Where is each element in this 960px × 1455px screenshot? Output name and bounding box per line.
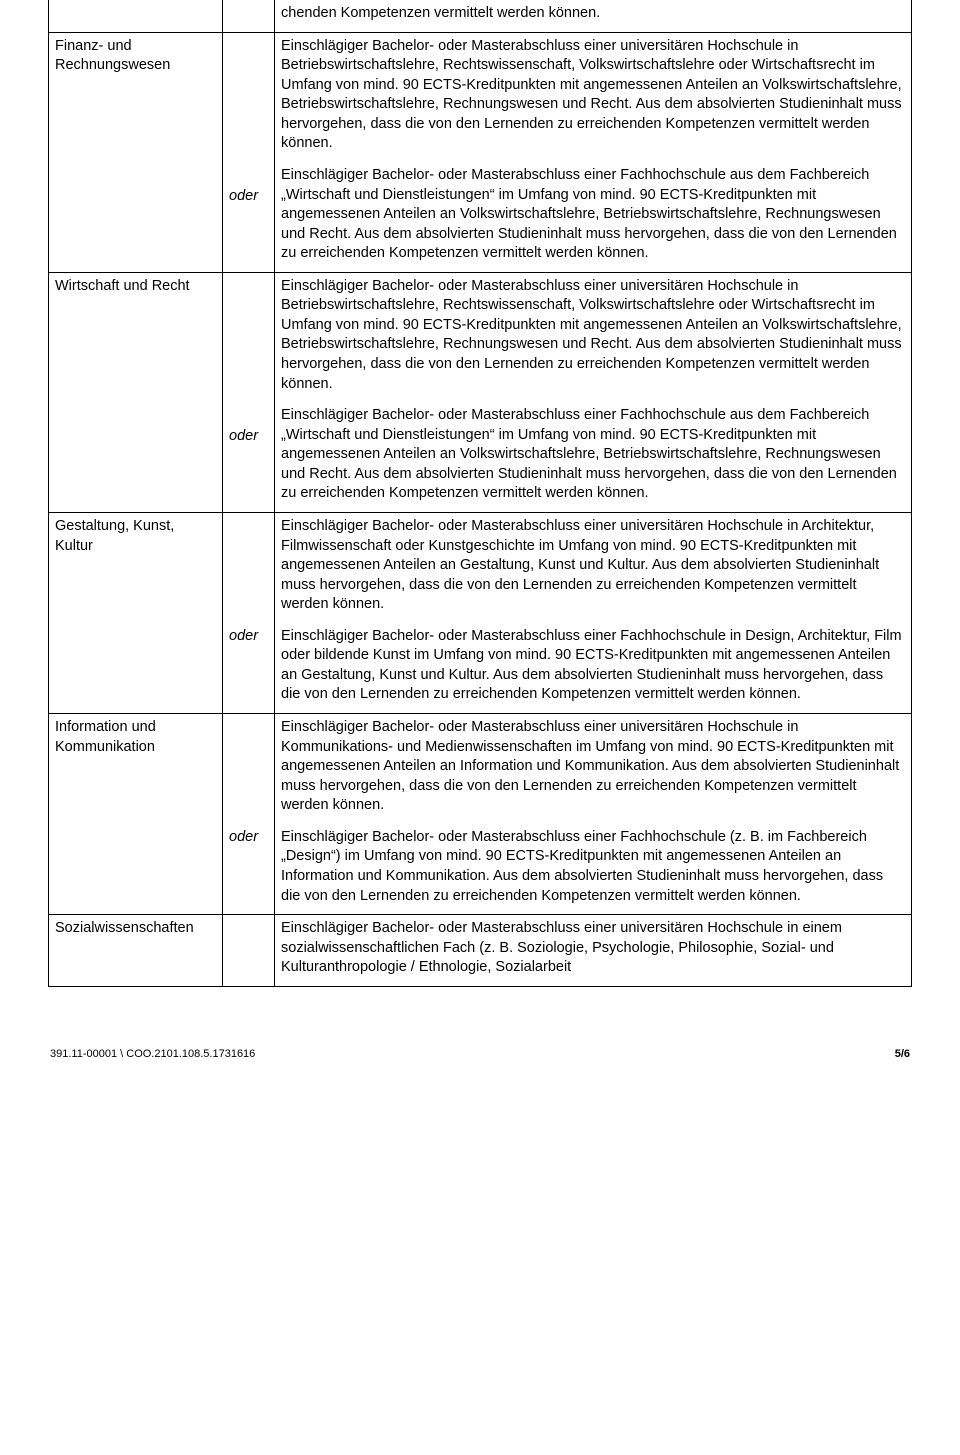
description-cell: Einschlägiger Bachelor- oder Masterabsch… [275,714,912,915]
oder-cell: oder [223,714,275,915]
table-row: Gestaltung, Kunst, Kultur oder Einschläg… [49,512,912,713]
table-row: Finanz- und Rechnungswesen oder Einschlä… [49,32,912,272]
description-text: chenden Kompetenzen vermittelt werden kö… [281,4,905,24]
oder-cell: oder [223,272,275,512]
description-cell: Einschlägiger Bachelor- oder Masterabsch… [275,512,912,713]
document-page: chenden Kompetenzen vermittelt werden kö… [0,0,960,1102]
description-cell: Einschlägiger Bachelor- oder Masterabsch… [275,272,912,512]
description-text: Einschlägiger Bachelor- oder Masterabsch… [281,277,905,394]
subject-label: Wirtschaft und Recht [55,278,190,294]
table-row: Sozialwissenschaften Einschlägiger Bache… [49,915,912,987]
subject-cell: Information und Kommunikation [49,714,223,915]
description-text: Einschlägiger Bachelor- oder Masterabsch… [281,406,905,504]
oder-cell [223,915,275,987]
subject-cell: Gestaltung, Kunst, Kultur [49,512,223,713]
page-footer: 391.11-00001 \ COO.2101.108.5.1731616 5/… [48,1047,912,1062]
subject-label: Gestaltung, Kunst, Kultur [55,518,174,554]
oder-cell: oder [223,512,275,713]
table-row: Information und Kommunikation oder Einsc… [49,714,912,915]
description-text: Einschlägiger Bachelor- oder Masterabsch… [281,919,905,978]
subject-label: Sozialwissenschaften [55,920,194,936]
subject-cell: Sozialwissenschaften [49,915,223,987]
oder-label: oder [229,37,268,207]
table-row: Wirtschaft und Recht oder Einschlägiger … [49,272,912,512]
subject-cell: Wirtschaft und Recht [49,272,223,512]
oder-label: oder [229,517,268,647]
description-text: Einschlägiger Bachelor- oder Masterabsch… [281,828,905,906]
subject-label: Finanz- und Rechnungswesen [55,38,170,74]
description-text: Einschlägiger Bachelor- oder Masterabsch… [281,517,905,615]
description-text: Einschlägiger Bachelor- oder Masterabsch… [281,166,905,264]
description-text: Einschlägiger Bachelor- oder Masterabsch… [281,37,905,154]
oder-label: oder [229,277,268,447]
description-cell: Einschlägiger Bachelor- oder Masterabsch… [275,32,912,272]
description-cell: Einschlägiger Bachelor- oder Masterabsch… [275,915,912,987]
oder-cell: oder [223,32,275,272]
description-text: Einschlägiger Bachelor- oder Masterabsch… [281,627,905,705]
oder-cell [223,0,275,32]
page-number: 5/6 [895,1047,910,1062]
description-text: Einschlägiger Bachelor- oder Masterabsch… [281,718,905,816]
oder-label: oder [229,718,268,848]
footer-reference: 391.11-00001 \ COO.2101.108.5.1731616 [50,1047,255,1062]
subject-cell: Finanz- und Rechnungswesen [49,32,223,272]
description-cell: chenden Kompetenzen vermittelt werden kö… [275,0,912,32]
table-row: chenden Kompetenzen vermittelt werden kö… [49,0,912,32]
requirements-table: chenden Kompetenzen vermittelt werden kö… [48,0,912,987]
subject-label: Information und Kommunikation [55,719,156,755]
subject-cell [49,0,223,32]
